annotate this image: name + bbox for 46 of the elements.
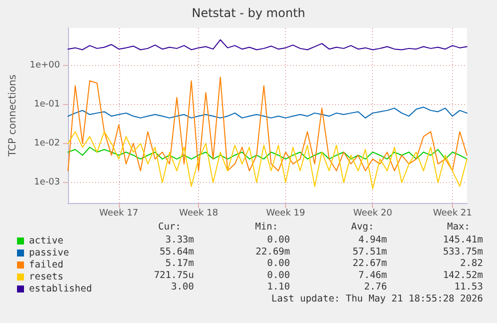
text: 55.64m — [160, 246, 194, 258]
y-tick-label: 1e-03 — [34, 178, 60, 188]
text: 721.75u — [154, 270, 194, 281]
x-tick-label: Week 19 — [266, 208, 306, 218]
text: 4.94m — [358, 234, 388, 246]
line-series — [68, 146, 468, 160]
line-series — [68, 131, 468, 190]
text: Max: — [447, 222, 470, 232]
text: Cur: — [158, 222, 182, 232]
legend-label: passive — [29, 248, 70, 258]
text: 533.75m — [442, 246, 484, 258]
text: 0.00 — [267, 270, 290, 281]
chart-title: Netstat - by month — [192, 6, 306, 20]
text: Min: — [255, 222, 278, 232]
y-tick-label: 1e-01 — [34, 99, 60, 110]
text: 142.52m — [442, 270, 484, 281]
legend-label: failed — [29, 260, 64, 270]
x-tick-label: Week 18 — [179, 208, 218, 218]
text: 2.76 — [364, 282, 388, 293]
text: 3.33m — [165, 234, 194, 246]
text: 145.41m — [442, 234, 484, 246]
text: Last update: Thu May 21 18:55:28 2026 — [271, 294, 484, 304]
text: 0.00 — [267, 234, 290, 246]
y-tick-label: 1e-02 — [34, 138, 60, 148]
text: Avg: — [351, 222, 374, 232]
text: 7.46m — [358, 270, 388, 281]
text: 22.67m — [352, 258, 388, 270]
x-tick-label: Week 20 — [353, 208, 392, 218]
legend-label: active — [29, 236, 64, 246]
legend-label: established — [29, 284, 92, 294]
text: 22.69m — [256, 246, 290, 258]
x-tick-label: Week 17 — [99, 208, 138, 218]
text: 3.00 — [171, 282, 194, 293]
x-tick-label: Week 21 — [433, 208, 472, 218]
line-series — [68, 106, 468, 118]
text: 2.82 — [460, 258, 484, 270]
text: 1.10 — [267, 282, 290, 293]
line-series — [68, 76, 468, 172]
text: 57.51m — [352, 246, 388, 258]
text: 0.00 — [267, 258, 290, 270]
text: 5.17m — [165, 258, 194, 270]
text: 11.53 — [454, 282, 484, 293]
legend-label: resets — [29, 272, 64, 282]
y-axis-title: TCP connections — [8, 74, 18, 158]
line-series — [68, 39, 468, 50]
y-tick-label: 1e+00 — [30, 60, 60, 70]
